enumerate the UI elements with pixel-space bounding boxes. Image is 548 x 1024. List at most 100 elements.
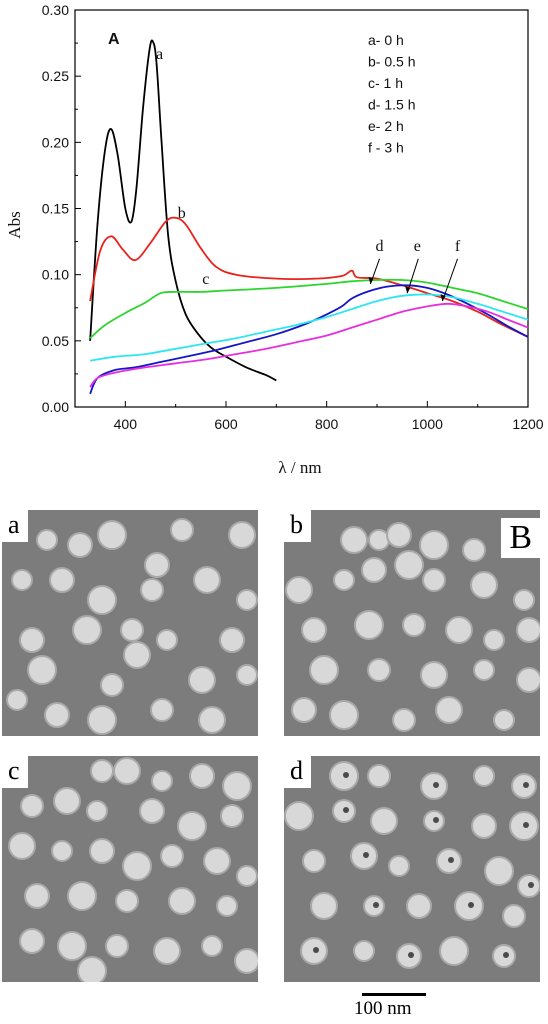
series-lines [89,39,529,395]
curve-label-a: a [156,46,163,63]
x-axis-label: λ / nm [278,458,321,477]
nanoparticle [86,800,108,822]
particle-pore [523,822,529,828]
micrograph-b-label: b [284,510,311,542]
nanoparticle [354,610,384,640]
nanoparticle [193,566,221,594]
nanoparticle [113,757,141,785]
nanoparticle [27,655,57,685]
nanoparticle [473,659,495,681]
nanoparticle [285,576,313,604]
nanoparticle [115,889,139,913]
x-tick-label: 1000 [412,416,443,432]
scale-bar [362,993,426,996]
nanoparticle [8,832,36,860]
nanoparticle [420,661,448,689]
nanoparticle [67,532,93,558]
nanoparticle [53,787,81,815]
series-line-e [89,293,529,362]
nanoparticle [89,838,115,864]
nanoparticle [72,615,102,645]
x-tick-label: 800 [315,416,339,432]
nanoparticle [203,847,231,875]
legend-entry: a- 0 h [368,32,404,48]
nanoparticle [19,928,45,954]
curve-label-d: d [376,238,384,255]
nanoparticle [198,706,226,734]
nanoparticle [284,801,314,831]
nanoparticle [57,931,87,961]
plot-frame [74,9,529,408]
nanoparticle [140,578,164,602]
nanoparticle [153,937,181,965]
nanoparticles [284,761,540,969]
nanoparticle [87,585,117,615]
nanoparticle [445,616,473,644]
curve-label-b: b [178,205,186,222]
particle-pore [433,782,439,788]
nanoparticle [6,689,28,711]
nanoparticle [20,794,44,818]
series-line-c [89,278,529,339]
nanoparticle [236,589,258,611]
x-tick-label: 1200 [512,416,543,432]
nanoparticle [100,673,124,697]
nanoparticle [11,569,33,591]
micrograph-b: b B [284,510,540,736]
nanoparticle [49,567,75,593]
nanoparticle [139,798,165,824]
nanoparticle [388,855,410,877]
particle-pore [468,902,474,908]
curve-label-e: e [414,238,421,255]
particle-pore [343,772,349,778]
nanoparticle [402,613,426,637]
legend-entry: e- 2 h [368,118,404,134]
micrograph-d: d [284,756,540,982]
nanoparticle [219,627,245,653]
nanoparticle [220,804,244,828]
nanoparticle [340,526,368,554]
annotation-arrowhead [440,294,446,302]
nanoparticle [36,529,58,551]
nanoparticle [484,856,514,886]
particle-pore [448,857,454,863]
nanoparticle [156,629,178,651]
nanoparticle [77,956,107,982]
nanoparticle [502,904,526,928]
particle-pore [433,817,439,823]
y-tick-label: 0.20 [42,134,69,150]
nanoparticle [493,709,515,731]
y-tick-label: 0.30 [42,2,69,18]
nanoparticle [361,557,387,583]
nanoparticle [105,934,129,958]
nanoparticle [353,940,375,962]
particle-pore [313,947,319,953]
annotation-arrowhead [368,276,374,284]
nanoparticle [150,698,174,722]
absorption-spectra-chart: 0.00 0.05 0.10 0.15 0.20 0.25 0.30 400 600 800 10… [5,2,544,477]
x-tick-label: 400 [114,416,138,432]
nanoparticle [302,849,326,873]
nanoparticle [370,807,398,835]
y-axis-ticks: 0.00 0.05 0.10 0.15 0.20 0.25 0.30 [42,2,81,415]
nanoparticle [386,522,412,548]
particle-pore [363,852,369,858]
nanoparticle [392,708,416,732]
nanoparticles [8,757,258,982]
x-tick-label: 600 [214,416,238,432]
nanoparticle [19,627,45,653]
nanoparticle [422,568,446,592]
nanoparticle [122,851,152,881]
y-tick-label: 0.25 [42,68,69,84]
series-line-b [89,216,529,338]
particle-pore [373,902,379,908]
nanoparticle [483,629,505,651]
nanoparticle [222,771,252,801]
nanoparticle [123,641,151,669]
nanoparticle [394,550,424,580]
nanoparticle [189,763,215,789]
legend-entry: f - 3 h [368,140,404,156]
nanoparticle [513,589,535,611]
micrograph-d-label: d [284,756,311,788]
group-label-b: B [501,518,540,558]
